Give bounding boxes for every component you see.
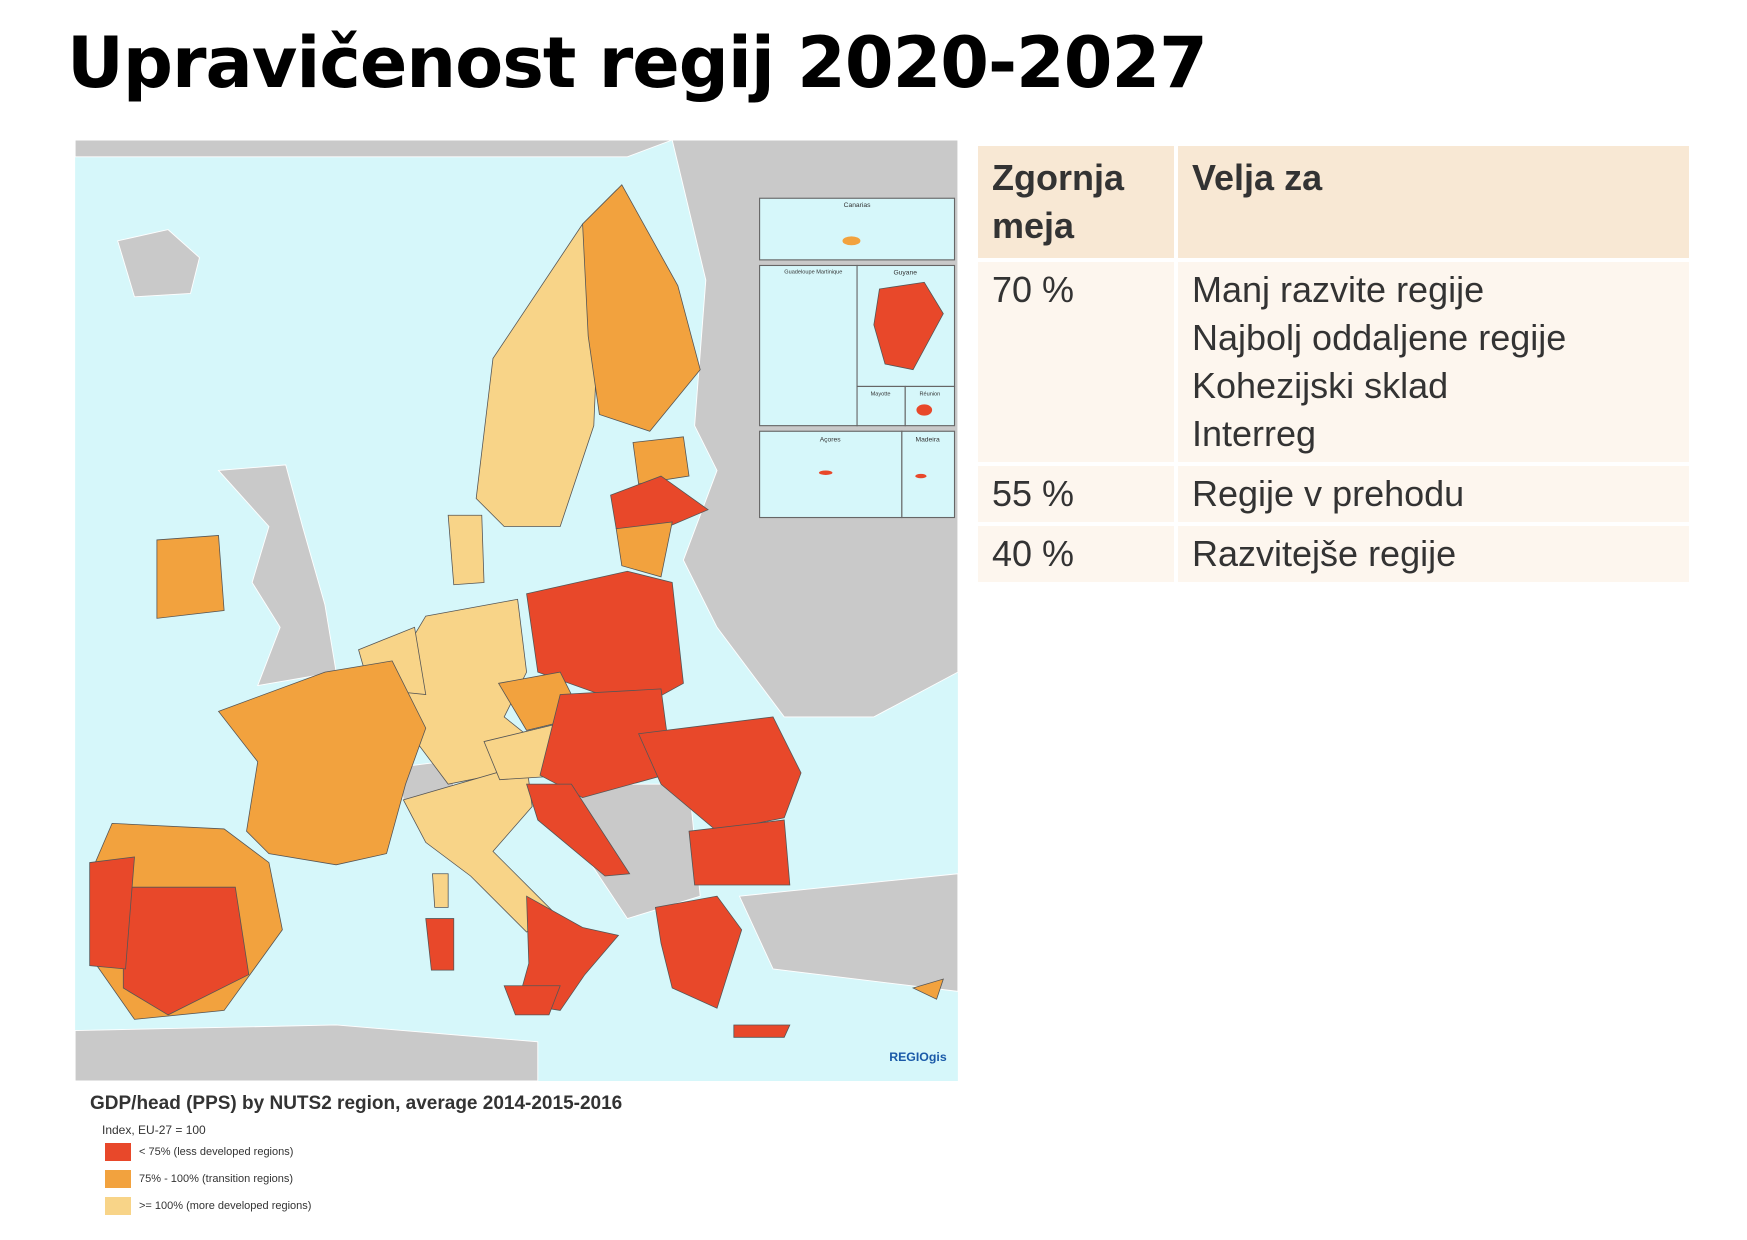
inset-label: Açores [820,436,842,443]
header-cell: Zgornja meja [978,146,1178,258]
acores-shape [818,470,833,475]
legend-label: >= 100% (more developed regions) [139,1200,312,1212]
legend-item: >= 100% (more developed regions) [105,1196,622,1216]
legend-swatch [105,1197,131,1215]
inset-label: Guyane [893,269,917,276]
guyane-shape [873,281,944,371]
inset-frame [759,430,903,519]
applies-line: Regije v prehodu [1192,473,1465,514]
applies-line: Interreg [1192,413,1317,454]
table-row: 55 % Regije v prehodu [978,466,1689,522]
threshold-cell: 55 % [978,466,1178,522]
inset-label: Mayotte [871,391,891,397]
applies-cell: Razvitejše regije [1178,526,1689,582]
legend-label: < 75% (less developed regions) [139,1146,294,1158]
header-cell: Velja za [1178,146,1689,258]
legend-swatch [105,1143,131,1161]
legend-subtitle: Index, EU-27 = 100 [102,1123,206,1137]
inset-frame [759,197,956,261]
inset-frame [904,385,956,427]
madeira-shape [915,473,927,479]
legend-item: < 75% (less developed regions) [105,1142,622,1162]
legend-swatch [105,1170,131,1188]
legend-title: GDP/head (PPS) by NUTS2 region, average … [90,1093,623,1114]
legend: GDP/head (PPS) by NUTS2 region, average … [90,1093,622,1223]
eligibility-table: Zgornja meja Velja za 70 % Manj razvite r… [978,142,1689,586]
map: Canarias Guadeloupe Martinique Guyane Ma… [75,140,958,1081]
inset-label: Canarias [844,202,872,209]
table-body: 70 % Manj razvite regije Najbolj oddaljene… [978,262,1689,582]
slide-title: Upravičenost regij 2020-2027 [67,22,1208,104]
applies-line: Razvitejše regije [1192,533,1457,574]
eu-regions [89,184,944,1038]
applies-line: Najbolj oddaljene regije [1192,317,1567,358]
table-row: 70 % Manj razvite regije Najbolj oddaljene… [978,262,1689,462]
legend-item: 75% - 100% (transition regions) [105,1169,622,1189]
inset-frame [901,430,956,519]
applies-cell: Manj razvite regije Najbolj oddaljene reg… [1178,262,1689,462]
inset-label: Guadeloupe Martinique [784,269,842,275]
canarias-shape [842,236,861,246]
map-credit: REGIOgis [889,1050,947,1064]
reunion-shape [916,404,933,416]
inset-label: Réunion [919,391,940,397]
applies-cell: Regije v prehodu [1178,466,1689,522]
applies-line: Manj razvite regije [1192,269,1485,310]
threshold-cell: 70 % [978,262,1178,462]
inset-label: Madeira [915,436,940,443]
threshold-cell: 40 % [978,526,1178,582]
applies-line: Kohezijski sklad [1192,365,1449,406]
table-row: 40 % Razvitejše regije [978,526,1689,582]
inset-frame [856,385,906,427]
inset-frame [759,264,858,427]
table-header: Zgornja meja Velja za [978,146,1689,258]
insets: Canarias Guadeloupe Martinique Guyane Ma… [759,197,956,519]
legend-label: 75% - 100% (transition regions) [139,1173,294,1185]
legend-items: < 75% (less developed regions) 75% - 100%… [90,1142,622,1216]
